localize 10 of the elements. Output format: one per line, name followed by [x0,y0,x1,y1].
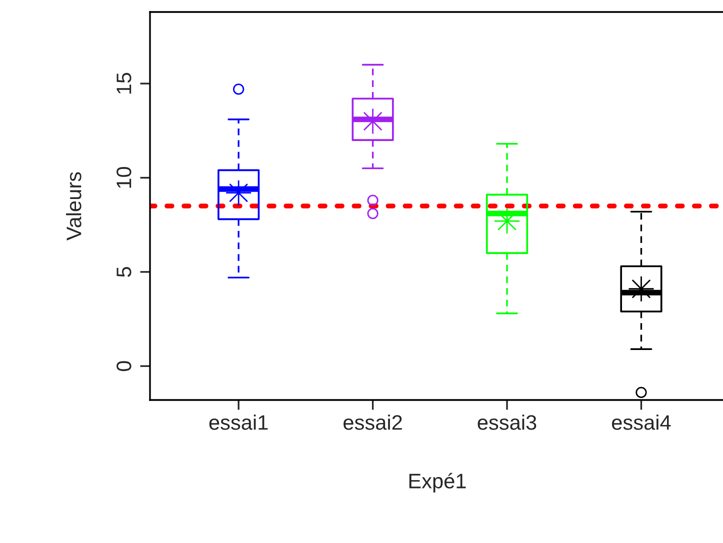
y-tick-label: 15 [116,72,132,94]
y-axis-title: Valeurs [66,172,82,240]
y-tick-label: 0 [116,361,132,372]
x-tick-label: essai2 [344,414,402,430]
x-tick-label: essai4 [612,414,671,430]
x-tick-label: essai1 [209,414,268,430]
x-tick-label: essai3 [478,414,536,430]
y-tick-label: 5 [116,267,132,277]
y-tick-label: 10 [116,166,132,188]
x-axis-title: Expé1 [409,472,466,493]
